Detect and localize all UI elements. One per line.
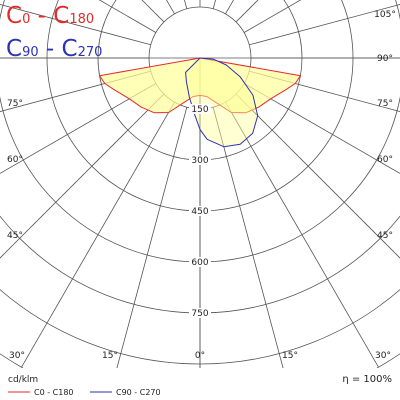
grid-spoke — [225, 0, 234, 15]
radial-tick-label: 150 — [191, 105, 208, 115]
radial-tick-label: 750 — [191, 309, 208, 319]
radial-tick-label: 300 — [191, 156, 208, 166]
angle-label: 75° — [377, 99, 393, 109]
radial-tick-label: 450 — [191, 207, 208, 217]
grid-spoke — [0, 93, 165, 259]
efficiency-label: η = 100% — [342, 374, 392, 385]
legend-title-c0-c180: C0 - C180 — [6, 3, 95, 29]
legend-title-c90-c270: C90 - C270 — [6, 36, 103, 62]
angle-label: 30° — [9, 351, 25, 361]
grid-spoke — [98, 0, 157, 33]
grid-spoke — [243, 83, 400, 174]
series-layer — [99, 57, 301, 148]
angle-label: 45° — [377, 231, 393, 241]
tick-label-bg — [189, 308, 211, 318]
legend-label-c90-c270: C90 - C270 — [116, 388, 161, 397]
chart-footer: cd/klm η = 100% C0 - C180 C90 - C270 — [8, 374, 392, 397]
tick-label-bg — [189, 206, 211, 216]
angle-label: 60° — [7, 155, 23, 165]
grid-spoke — [235, 93, 400, 259]
grid-spoke — [0, 70, 151, 113]
grid-spoke — [0, 3, 151, 46]
angle-label: 0° — [195, 351, 205, 361]
angle-label: 75° — [7, 99, 23, 109]
angle-label: 60° — [377, 155, 393, 165]
grid-spoke — [21, 101, 175, 368]
angle-label: 15° — [102, 351, 118, 361]
radial-tick-label: 600 — [191, 258, 208, 268]
series-c90-c270 — [185, 57, 259, 148]
grid-spoke — [249, 3, 400, 46]
angle-label: 15° — [282, 351, 298, 361]
angle-label: 105° — [374, 10, 396, 20]
grid-spoke — [116, 107, 188, 368]
axis-labels: 150 300 450 600 750 0° 15° 15° 30° 30° 45° 45° 60° 60… — [7, 10, 396, 361]
grid-spoke — [212, 0, 216, 9]
angle-label: 30° — [375, 351, 391, 361]
angle-label: 90° — [377, 54, 393, 64]
grid-spoke — [212, 107, 284, 368]
angle-label: 45° — [7, 231, 23, 241]
grid-spoke — [0, 83, 157, 174]
grid-spoke — [249, 70, 400, 113]
grid-spoke — [184, 0, 188, 9]
legend-label-c0-c180: C0 - C180 — [34, 388, 74, 397]
series-c0-c180 — [99, 57, 301, 114]
grid-spoke — [243, 0, 302, 33]
tick-label-bg — [189, 104, 211, 114]
tick-label-bg — [189, 155, 211, 165]
grid-spoke — [225, 101, 379, 368]
tick-label-bg — [189, 257, 211, 267]
unit-label: cd/klm — [8, 375, 38, 385]
